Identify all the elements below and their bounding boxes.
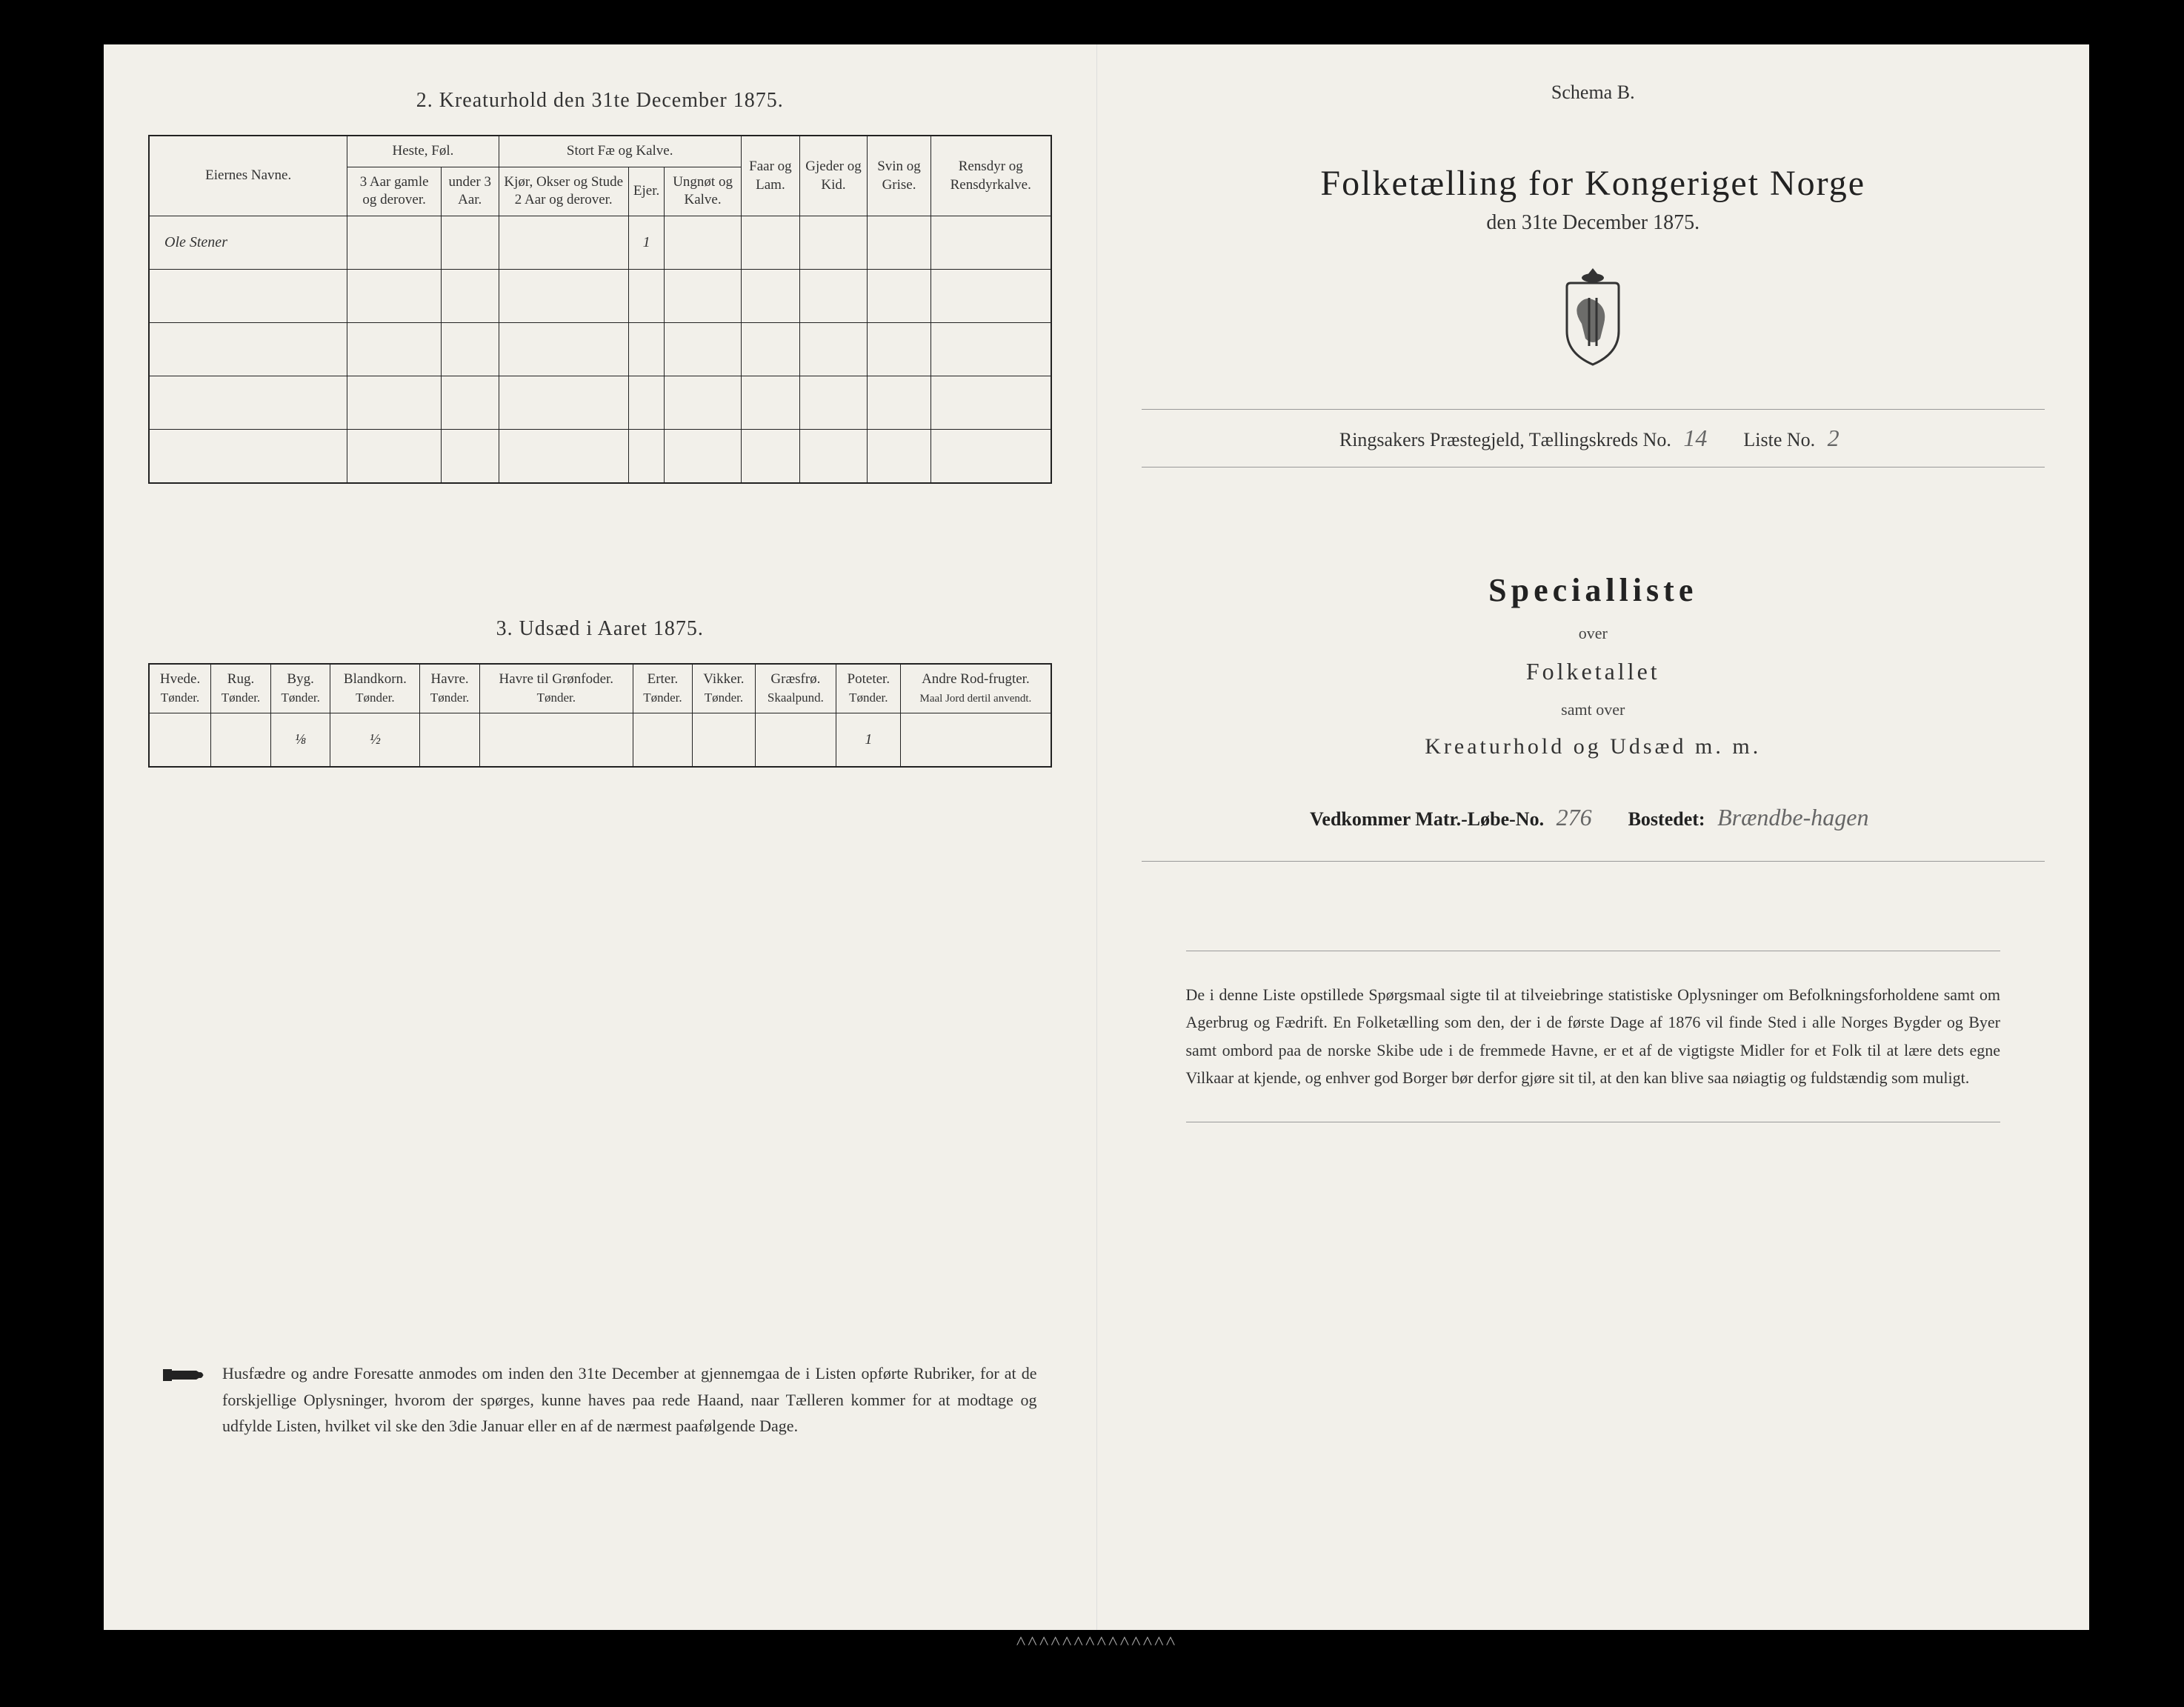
cell-value: 1 — [836, 713, 901, 768]
cell — [799, 216, 867, 270]
table-row: ⅛ ½ 1 — [149, 713, 1051, 768]
folketallet-label: Folketallet — [1142, 658, 2045, 685]
cell — [149, 713, 211, 768]
col-heste-group: Heste, Føl. — [347, 136, 499, 167]
pointing-hand-icon — [163, 1360, 207, 1390]
col-rensdyr: Rensdyr og Rensdyrkalve. — [930, 136, 1051, 216]
section2-title: 2. Kreaturhold den 31te December 1875. — [148, 89, 1052, 113]
cell-value: ½ — [330, 713, 420, 768]
scan-container: 2. Kreaturhold den 31te December 1875. E… — [0, 0, 2184, 1707]
samt-over-label: samt over — [1142, 700, 2045, 719]
cell — [755, 713, 836, 768]
col-havregron: Havre til Grønfoder.Tønder. — [479, 664, 633, 713]
table-row — [149, 270, 1051, 323]
cell — [930, 216, 1051, 270]
cell — [499, 216, 628, 270]
cell-value: 1 — [628, 216, 664, 270]
district-number: 14 — [1676, 425, 1714, 451]
table-row — [149, 376, 1051, 430]
section3-title: 3. Udsæd i Aaret 1875. — [148, 617, 1052, 641]
col-stort-group: Stort Fæ og Kalve. — [499, 136, 741, 167]
col-vikker: Vikker.Tønder. — [693, 664, 755, 713]
table-row — [149, 430, 1051, 484]
cell — [479, 713, 633, 768]
col-s2: Ejer. — [628, 167, 664, 216]
cell — [441, 216, 499, 270]
right-notice-text: De i denne Liste opstillede Spørgsmaal s… — [1186, 951, 2001, 1122]
col-gjeder: Gjeder og Kid. — [799, 136, 867, 216]
film-edge-marks: ˄˄˄˄˄˄˄˄˄˄˄˄˄˄ — [1016, 1632, 1177, 1652]
matr-number: 276 — [1549, 804, 1599, 831]
cell — [741, 216, 799, 270]
col-s1: Kjør, Okser og Stude 2 Aar og derover. — [499, 167, 628, 216]
cell — [633, 713, 693, 768]
cell — [420, 713, 480, 768]
col-svin: Svin og Grise. — [868, 136, 931, 216]
col-hvede: Hvede.Tønder. — [149, 664, 211, 713]
liste-number: 2 — [1820, 425, 1847, 451]
district-line: Ringsakers Præstegjeld, Tællingskreds No… — [1142, 409, 2045, 467]
col-h1: 3 Aar gamle og derover. — [347, 167, 442, 216]
kreatur-line: Kreaturhold og Udsæd m. m. — [1142, 734, 2045, 759]
coat-of-arms-icon — [1142, 264, 2045, 372]
cell-value: ⅛ — [270, 713, 330, 768]
left-page: 2. Kreaturhold den 31te December 1875. E… — [104, 44, 1097, 1630]
district-prefix: Ringsakers Præstegjeld, Tællingskreds No… — [1339, 429, 1671, 450]
col-owner: Eiernes Navne. — [149, 136, 347, 216]
col-poteter: Poteter.Tønder. — [836, 664, 901, 713]
left-notice-block: Husfædre og andre Foresatte anmodes om i… — [148, 1360, 1052, 1439]
cell — [693, 713, 755, 768]
subtitle-date: den 31te December 1875. — [1142, 211, 2045, 235]
col-h2: under 3 Aar. — [441, 167, 499, 216]
vedkommer-line: Vedkommer Matr.-Løbe-No. 276 Bostedet: B… — [1142, 804, 2045, 862]
main-title: Folketælling for Kongeriget Norge — [1142, 163, 2045, 204]
cell — [868, 216, 931, 270]
liste-prefix: Liste No. — [1743, 429, 1815, 450]
over-label: over — [1142, 624, 2045, 643]
bostedet-value: Brændbe-hagen — [1710, 804, 1876, 831]
cell — [347, 216, 442, 270]
schema-label: Schema B. — [1142, 81, 2045, 104]
col-havre: Havre.Tønder. — [420, 664, 480, 713]
cell — [211, 713, 271, 768]
owner-name: Ole Stener — [149, 216, 347, 270]
table-row: Ole Stener 1 — [149, 216, 1051, 270]
col-andre: Andre Rod-frugter.Maal Jord dertil anven… — [901, 664, 1051, 713]
kreaturhold-table: Eiernes Navne. Heste, Føl. Stort Fæ og K… — [148, 135, 1052, 484]
col-graesfro: Græsfrø.Skaalpund. — [755, 664, 836, 713]
udsaed-table: Hvede.Tønder. Rug.Tønder. Byg.Tønder. Bl… — [148, 663, 1052, 768]
table-row — [149, 323, 1051, 376]
col-byg: Byg.Tønder. — [270, 664, 330, 713]
document-spread: 2. Kreaturhold den 31te December 1875. E… — [104, 44, 2089, 1630]
col-blandkorn: Blandkorn.Tønder. — [330, 664, 420, 713]
cell — [665, 216, 742, 270]
right-page: Schema B. Folketælling for Kongeriget No… — [1097, 44, 2090, 1630]
left-notice-text: Husfædre og andre Foresatte anmodes om i… — [222, 1360, 1037, 1439]
bostedet-label: Bostedet: — [1628, 808, 1705, 830]
col-erter: Erter.Tønder. — [633, 664, 693, 713]
cell — [901, 713, 1051, 768]
special-title: Specialliste — [1142, 571, 2045, 609]
col-rug: Rug.Tønder. — [211, 664, 271, 713]
vedkommer-label: Vedkommer Matr.-Løbe-No. — [1310, 808, 1544, 830]
col-faar: Faar og Lam. — [741, 136, 799, 216]
col-s3: Ungnøt og Kalve. — [665, 167, 742, 216]
